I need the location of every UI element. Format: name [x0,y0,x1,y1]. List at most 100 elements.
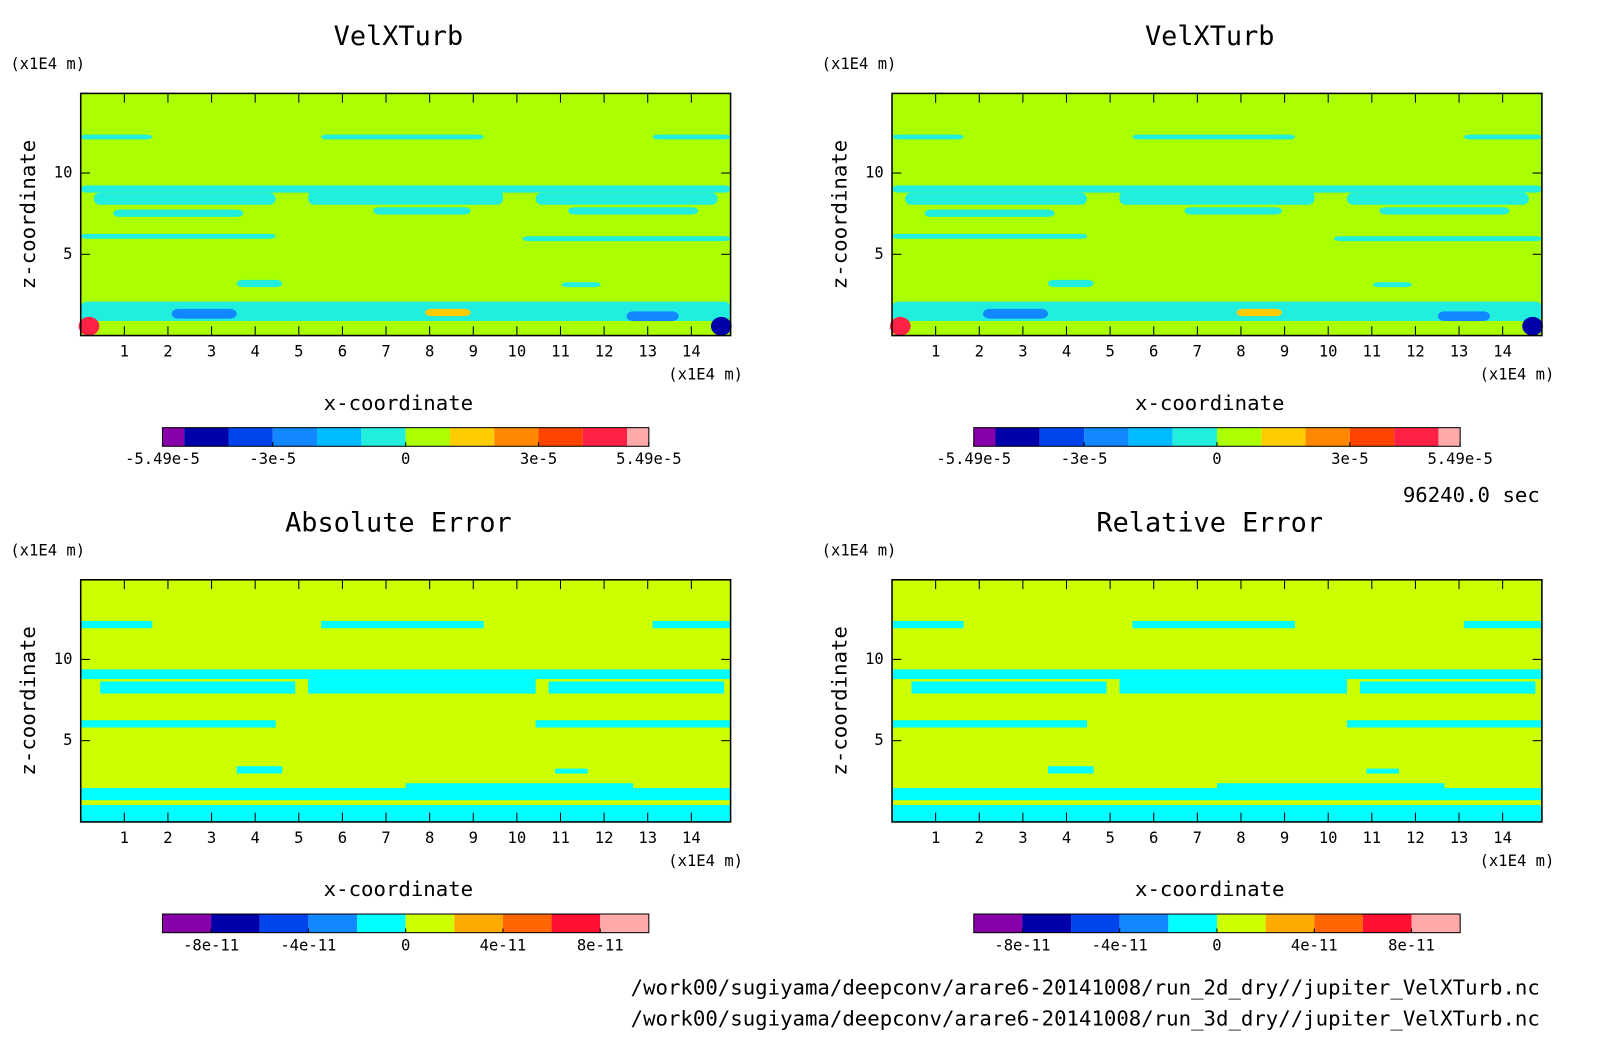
x-tick-label: 5 [294,829,303,847]
contour-region [1048,279,1094,288]
x-tick-label: 1 [120,829,129,847]
file-path: /work00/sugiyama/deepconv/arare6-2014100… [631,1007,1540,1031]
x-tick-label: 3 [1018,343,1027,361]
x-axis-label: x-coordinate [324,877,473,901]
x-tick-label: 2 [975,343,984,361]
contour-region [892,301,1542,322]
contour-region [80,669,731,680]
contour-region [983,308,1049,319]
contour-region [535,192,718,205]
y-axis-label: z-coordinate [16,140,40,289]
x-tick-label: 4 [1062,829,1071,847]
plot-frame [891,579,1543,823]
contour-region [1522,316,1543,336]
contour-region [892,804,1542,822]
x-tick-label: 7 [1193,829,1202,847]
y-unit: (x1E4 m) [10,541,85,559]
colorbar-tick-label: 5.49e-5 [616,450,681,468]
contour-region [905,192,1087,205]
contour-region [924,209,1055,217]
colorbar-tick-label: 8e-11 [577,937,624,955]
x-tick-label: 6 [338,343,347,361]
x-tick-label: 7 [381,343,390,361]
x-tick-label: 7 [1193,343,1202,361]
contour-region [892,669,1542,680]
contour-region [892,620,964,629]
colorbar-segment [272,427,318,447]
y-axis-label: z-coordinate [16,626,40,775]
colorbar-segment [259,914,309,933]
y-tick-label: 10 [865,164,884,182]
x-tick-label: 8 [1236,343,1245,361]
colorbar-segment [582,427,628,447]
colorbar-segment [1216,427,1262,447]
colorbar-segment [973,427,996,447]
colorbar-segment [184,427,229,447]
contour-region [308,679,536,694]
contour-region [236,766,283,774]
colorbar-tick-label: -5.49e-5 [125,450,200,468]
x-tick-label: 13 [638,343,657,361]
colorbar-segment [1438,427,1461,447]
colorbar-segment [211,914,260,933]
colorbar-segment [551,914,601,933]
y-tick-label: 10 [54,650,73,668]
contour-region [1372,282,1412,288]
colorbar-tick-label: 0 [401,937,410,955]
x-tick-label: 13 [638,829,657,847]
colorbar-segment [538,427,583,447]
x-tick-label: 2 [163,829,172,847]
contour-region [1184,207,1282,215]
contour-region [889,316,911,336]
colorbar-segment [405,914,455,933]
contour-region [1119,679,1347,694]
x-tick-label: 3 [207,829,216,847]
colorbar-segment [449,427,495,447]
colorbar-segment [357,914,406,933]
contour-region [80,185,731,193]
x-tick-label: 11 [1362,343,1381,361]
colorbar-segment [1261,427,1306,447]
x-tick-label: 12 [595,829,614,847]
contour-region [1359,681,1536,694]
contour-region [652,134,731,140]
x-tick-label: 11 [1362,829,1381,847]
x-tick-label: 14 [1493,343,1512,361]
contour-region [892,233,1087,239]
contour-region [1119,190,1315,205]
chart-title: Relative Error [1096,507,1323,538]
colorbar-segment [361,427,406,447]
contour-region [1346,192,1529,205]
contour-region [80,301,731,322]
x-tick-label: 1 [120,343,129,361]
x-tick-label: 4 [251,343,260,361]
y-tick-label: 5 [874,731,883,749]
colorbar-tick-label: -3e-5 [249,450,296,468]
contour-region [1346,720,1542,728]
chart-title: VelXTurb [334,21,464,52]
colorbar-segment [627,427,649,447]
x-axis-label: x-coordinate [1135,391,1284,415]
file-path: /work00/sugiyama/deepconv/arare6-2014100… [631,976,1540,1000]
x-tick-label: 1 [931,829,940,847]
x-tick-label: 10 [1319,829,1338,847]
x-unit: (x1E4 m) [1480,852,1555,870]
x-unit: (x1E4 m) [1480,365,1555,383]
colorbar-tick-label: -8e-11 [183,937,239,955]
x-tick-label: 6 [1149,829,1158,847]
x-tick-label: 10 [508,829,527,847]
x-tick-label: 14 [682,343,701,361]
x-tick-label: 2 [975,829,984,847]
contour-region [308,190,504,205]
x-tick-label: 3 [1018,829,1027,847]
colorbar-segment [1314,914,1363,933]
panel: Absolute Error (x1E4 m) (x1E4 m) x-coordina… [10,507,743,954]
contour-region [80,620,153,629]
x-tick-label: 9 [469,829,478,847]
y-tick-label: 5 [874,245,883,263]
y-tick-label: 5 [63,245,72,263]
colorbar-segment [1216,914,1266,933]
colorbar-tick-label: 0 [1212,450,1221,468]
colorbar-tick-label: 4e-11 [1291,937,1338,955]
x-axis-label: x-coordinate [324,391,473,415]
